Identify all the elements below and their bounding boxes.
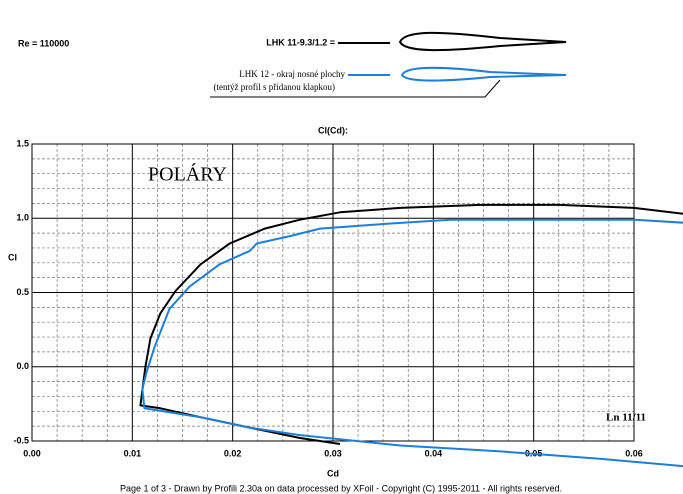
x-tick-label: 0.02 xyxy=(224,448,242,458)
legend-label: LHK 12 - okraj nosné plochy xyxy=(239,69,345,79)
x-tick-label: 0.04 xyxy=(425,448,443,458)
reynolds: Re = 110000 xyxy=(18,38,69,48)
x-axis-label: Cd xyxy=(327,468,339,478)
y-tick-label: 1.5 xyxy=(16,138,29,148)
polar-curve xyxy=(139,203,683,445)
annotation: POLÁRY xyxy=(148,163,227,186)
legend-note: (tentýž profil s přídanou klapkou) xyxy=(214,82,335,92)
x-tick-label: 0.03 xyxy=(324,448,342,458)
x-tick-label: 0.06 xyxy=(625,448,643,458)
airfoil-2 xyxy=(400,66,567,82)
footer: Page 1 of 3 - Drawn by Profili 2.30a on … xyxy=(120,483,562,493)
y-axis-label: Cl xyxy=(8,252,17,262)
plot-frame xyxy=(31,143,635,442)
pointer-line xyxy=(210,79,501,98)
polar-curve xyxy=(141,218,683,468)
y-tick-label: -0.5 xyxy=(13,435,29,445)
airfoil-1 xyxy=(398,31,567,52)
x-tick-label: 0.00 xyxy=(23,448,41,458)
legend-label: LHK 11-9.3/1.2 = xyxy=(266,37,335,47)
y-tick-label: 0.5 xyxy=(16,287,29,297)
y-tick-label: 1.0 xyxy=(16,213,29,223)
y-tick-label: 0.0 xyxy=(16,361,29,371)
chart-title: Cl(Cd): xyxy=(318,125,348,135)
corner-label: Ln 11/11 xyxy=(606,412,646,424)
x-tick-label: 0.01 xyxy=(124,448,142,458)
